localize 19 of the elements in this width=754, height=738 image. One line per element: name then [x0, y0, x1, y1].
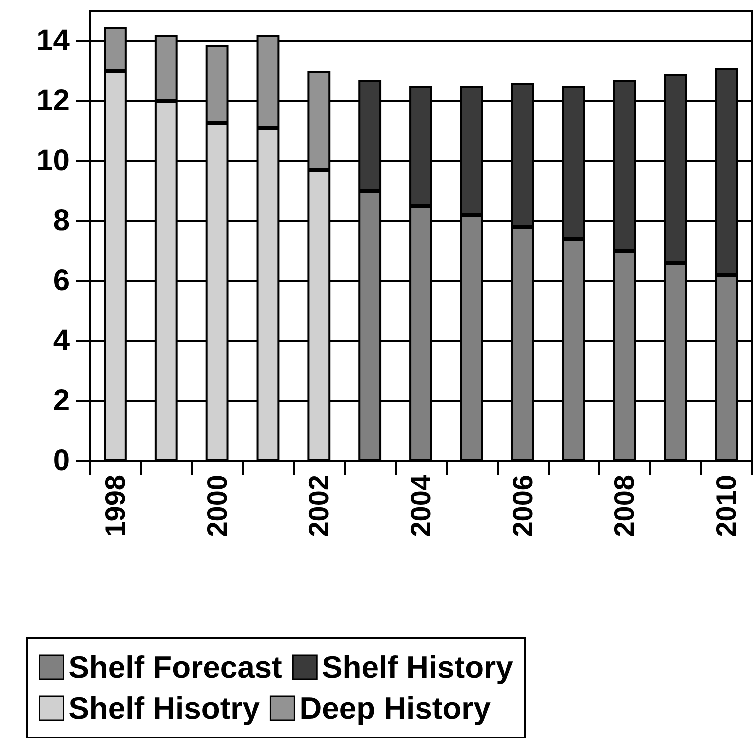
legend-label: Shelf Forecast: [68, 650, 282, 685]
legend-label: Shelf History: [322, 650, 514, 685]
x-tick-label: 2004: [406, 474, 436, 538]
y-tick-label: 0: [53, 444, 70, 478]
x-tick-label: 2010: [711, 475, 742, 538]
y-tick-label: 12: [36, 84, 70, 118]
x-tick-label: 2000: [202, 475, 233, 538]
y-tick-label: 14: [36, 24, 70, 58]
y-tick-label: 2: [53, 384, 70, 418]
y-tick-label: 6: [53, 264, 70, 298]
legend-label: Deep History: [300, 691, 492, 726]
y-tick-label: 10: [36, 144, 70, 178]
y-tick-label: 8: [53, 204, 70, 238]
x-tick-label: 2008: [609, 475, 640, 538]
x-tick-label: 2002: [304, 475, 335, 538]
x-tick-label: 1998: [100, 475, 131, 538]
x-tick-label: 2006: [507, 475, 538, 538]
legend-label: Shelf Hisotry: [68, 691, 261, 726]
y-tick-label: 4: [53, 324, 70, 358]
